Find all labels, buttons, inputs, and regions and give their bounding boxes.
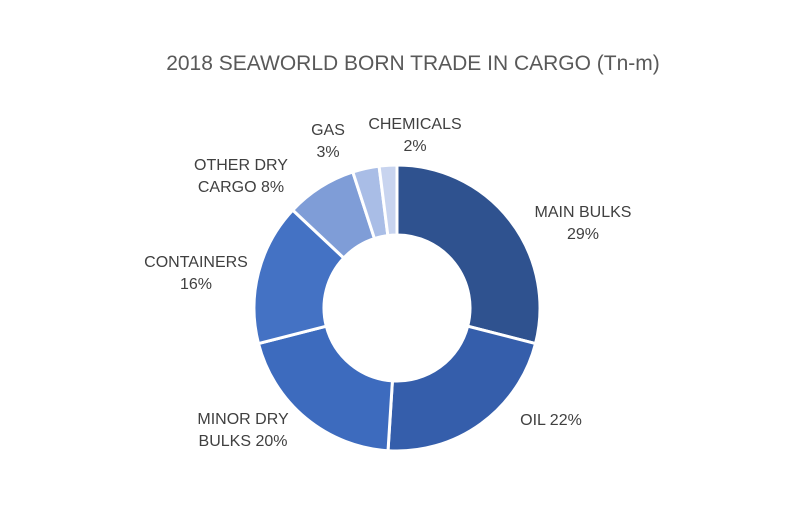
label-line: CHEMICALS [368,116,461,133]
label-gas: GAS 3% [311,122,345,161]
label-line: OTHER DRY [194,157,288,174]
label-line: MAIN BULKS [535,204,632,221]
label-line: BULKS 20% [199,433,288,450]
label-line: OIL 22% [520,412,582,429]
label-line: 3% [316,144,339,161]
label-line: CONTAINERS [144,254,248,271]
label-line: GAS [311,122,345,139]
slices-group [252,163,542,453]
label-oil: OIL 22% [520,412,582,429]
label-containers: CONTAINERS 16% [144,254,248,293]
label-main-bulks: MAIN BULKS 29% [535,204,632,243]
label-other-dry-cargo: OTHER DRY CARGO 8% [194,157,288,196]
label-line: 16% [180,276,212,293]
slice-main-bulks [395,163,542,346]
chart-title: 2018 SEAWORLD BORN TRADE IN CARGO (Tn-m) [166,52,660,75]
label-minor-dry-bulks: MINOR DRY BULKS 20% [197,411,289,450]
slice-minor-dry-bulks [256,324,394,453]
label-line: 2% [403,138,426,155]
label-line: MINOR DRY [197,411,289,428]
label-line: 29% [567,226,599,243]
labels-group: MAIN BULKS 29% OIL 22% MINOR DRY BULKS 20% CO… [144,116,631,450]
slice-chemicals [377,163,399,238]
slice-oil [386,324,538,453]
label-line: CARGO 8% [198,179,284,196]
label-chemicals: CHEMICALS 2% [368,116,461,155]
